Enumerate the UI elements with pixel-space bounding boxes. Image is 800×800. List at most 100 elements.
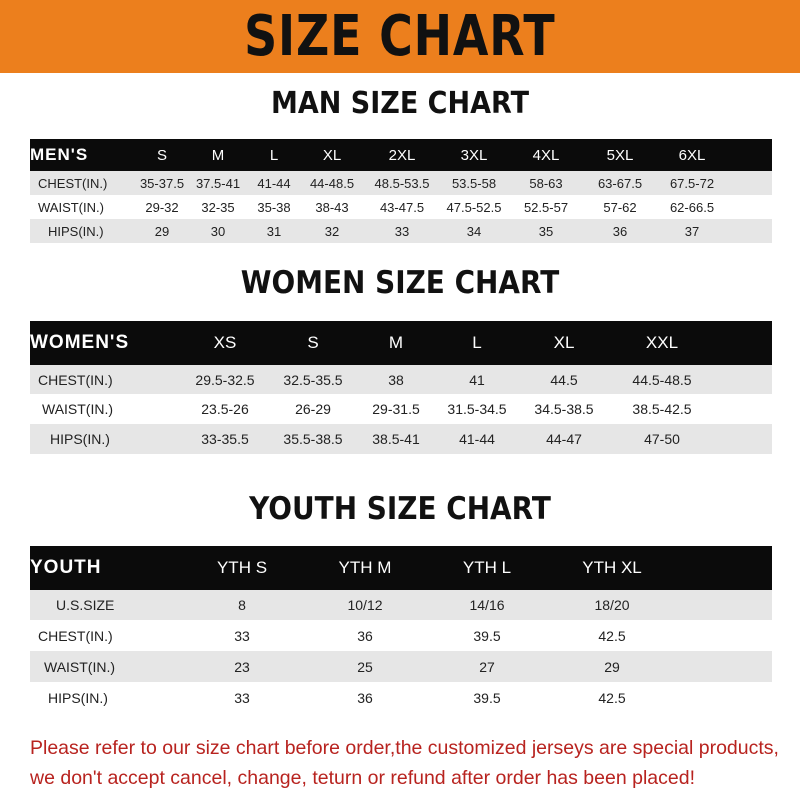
- table-cell: 31: [266, 223, 282, 239]
- table-cell: 44-47: [546, 431, 582, 447]
- disclaimer-note: Please refer to our size chart before or…: [30, 733, 790, 793]
- table-cell: 53.5-58: [451, 175, 497, 191]
- table-cell: 35.5-38.5: [283, 431, 343, 447]
- table-cell: 42.5: [598, 690, 626, 706]
- table-cell: 8: [238, 597, 246, 613]
- table-cell: 36: [357, 627, 373, 644]
- table-cell: 33: [394, 223, 410, 239]
- table-cell: 47-50: [644, 431, 680, 447]
- size-column-header: YTH S: [216, 558, 268, 577]
- table-cell: 38.5-41: [372, 431, 420, 447]
- table-cell: 37: [684, 223, 700, 239]
- table-group-label: WOMEN'S: [30, 332, 130, 353]
- table-cell: 18/20: [594, 597, 630, 613]
- youth-title: YOUTH SIZE CHART: [249, 491, 551, 527]
- table-cell: 29: [604, 658, 620, 675]
- table-cell: 29-31.5: [372, 401, 420, 417]
- table-row: WAIST(IN.) 23 25 27 29: [30, 651, 772, 682]
- table-row: HIPS(IN.) 33 36 39.5 42.5: [30, 682, 772, 714]
- table-row: WAIST(IN.) 29-32 32-35 35-38 38-43 43-47.5 47.…: [30, 195, 772, 219]
- table-cell: 63-67.5: [597, 175, 643, 191]
- table-cell: 32: [324, 223, 340, 239]
- table-cell: 29.5-32.5: [195, 371, 255, 388]
- table-cell: 48.5-53.5: [374, 175, 430, 191]
- table-cell: 25: [357, 658, 373, 675]
- size-chart-banner: SIZE CHART: [0, 0, 800, 73]
- table-cell: 67.5-72: [669, 175, 715, 191]
- table-cell: 47.5-52.5: [446, 199, 502, 215]
- youth-size-table: YOUTH YTH S YTH M YTH L YTH XL U.S.SIZE 8 10/12…: [30, 546, 772, 714]
- table-row: CHEST(IN.) 33 36 39.5 42.5: [30, 620, 772, 651]
- table-cell: 36: [357, 690, 373, 706]
- table-cell: 41-44: [459, 431, 495, 447]
- table-row: CHEST(IN.) 35-37.5 37.5-41 41-44 44-48.5 48.5…: [30, 171, 772, 195]
- table-cell: 39.5: [473, 627, 501, 644]
- size-column-header: 4XL: [532, 146, 560, 164]
- row-label: CHEST(IN.): [38, 627, 113, 644]
- table-cell: 37.5-41: [195, 175, 241, 191]
- table-cell: 33: [234, 627, 250, 644]
- table-cell: 62-66.5: [669, 199, 715, 215]
- table-cell: 39.5: [473, 690, 501, 706]
- size-column-header: M: [211, 146, 225, 164]
- table-row: CHEST(IN.) 29.5-32.5 32.5-35.5 38 41 44.5 44.5…: [30, 365, 772, 394]
- size-column-header: XL: [322, 146, 342, 164]
- table-cell: 26-29: [295, 401, 331, 417]
- table-cell: 44-48.5: [309, 175, 355, 191]
- table-row: HIPS(IN.) 33-35.5 35.5-38.5 38.5-41 41-44 44-…: [30, 424, 772, 454]
- row-label: WAIST(IN.): [38, 199, 104, 215]
- table-cell: 44.5-48.5: [632, 371, 692, 388]
- table-cell: 23: [234, 658, 250, 675]
- size-column-header: YTH XL: [582, 558, 642, 577]
- size-column-header: S: [307, 333, 319, 352]
- table-cell: 36: [612, 223, 628, 239]
- table-group-label: YOUTH: [30, 557, 102, 578]
- table-cell: 31.5-34.5: [447, 401, 507, 417]
- size-column-header: XS: [213, 333, 237, 352]
- table-cell: 44.5: [550, 371, 578, 388]
- size-column-header: L: [269, 146, 279, 164]
- row-label: CHEST(IN.): [38, 371, 113, 388]
- size-column-header: S: [156, 146, 168, 164]
- size-column-header: L: [472, 333, 482, 352]
- note-line-2: we don't accept cancel, change, teturn o…: [30, 767, 695, 789]
- size-column-header: XXL: [645, 333, 679, 352]
- table-row: WAIST(IN.) 23.5-26 26-29 29-31.5 31.5-34.5 34…: [30, 394, 772, 424]
- table-cell: 38: [388, 371, 404, 388]
- size-column-header: YTH L: [462, 558, 512, 577]
- size-column-header: 5XL: [606, 146, 634, 164]
- table-cell: 35-38: [257, 199, 291, 215]
- size-column-header: YTH M: [338, 558, 392, 577]
- row-label: HIPS(IN.): [48, 223, 104, 239]
- women-title: WOMEN SIZE CHART: [240, 265, 560, 301]
- table-cell: 38.5-42.5: [632, 401, 692, 417]
- table-group-label: MEN'S: [30, 145, 89, 164]
- table-cell: 29-32: [145, 199, 179, 215]
- table-cell: 41: [469, 371, 485, 388]
- table-header-row: WOMEN'S XS S M L XL XXL: [30, 321, 772, 365]
- table-cell: 33-35.5: [201, 431, 249, 447]
- table-row: U.S.SIZE 8 10/12 14/16 18/20: [30, 590, 772, 620]
- row-label: U.S.SIZE: [56, 597, 115, 613]
- table-cell: 42.5: [598, 627, 626, 644]
- note-line-1: Please refer to our size chart before or…: [30, 737, 779, 759]
- size-column-header: 3XL: [460, 146, 488, 164]
- table-cell: 14/16: [469, 597, 505, 613]
- women-size-table: WOMEN'S XS S M L XL XXL CHEST(IN.) 29.5-32.5 32.5…: [30, 321, 772, 454]
- banner-title: SIZE CHART: [244, 4, 556, 69]
- table-cell: 58-63: [529, 175, 563, 191]
- table-cell: 32-35: [201, 199, 235, 215]
- row-label: CHEST(IN.): [38, 175, 108, 191]
- table-header-row: MEN'S S M L XL 2XL 3XL 4XL 5XL 6XL: [30, 139, 772, 171]
- table-cell: 34.5-38.5: [534, 401, 594, 417]
- row-label: WAIST(IN.): [42, 401, 114, 417]
- table-cell: 32.5-35.5: [283, 371, 343, 388]
- table-cell: 29: [154, 223, 170, 239]
- size-column-header: M: [388, 333, 404, 352]
- table-cell: 35-37.5: [139, 175, 185, 191]
- row-label: HIPS(IN.): [48, 690, 108, 706]
- men-title: MAN SIZE CHART: [271, 86, 529, 121]
- row-label: HIPS(IN.): [50, 431, 110, 447]
- size-column-header: 6XL: [678, 146, 706, 164]
- row-label: WAIST(IN.): [44, 658, 116, 675]
